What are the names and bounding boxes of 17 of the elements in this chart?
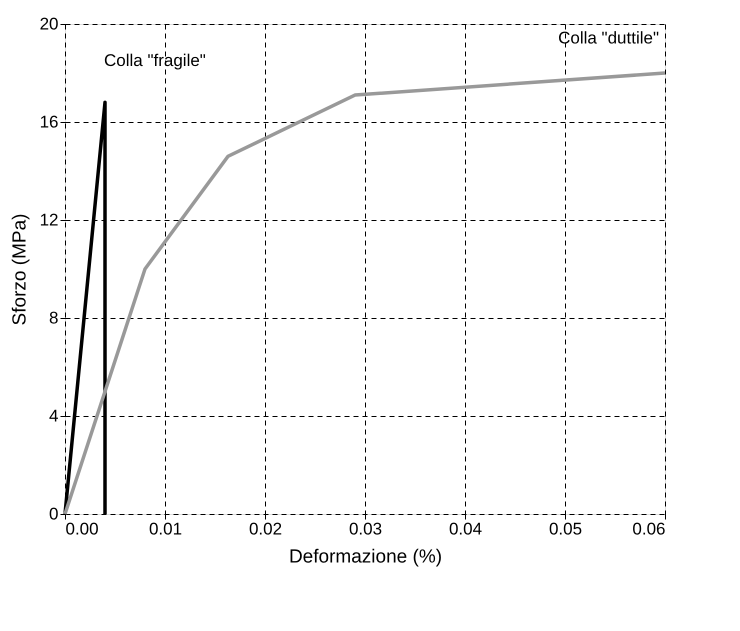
x-tick-label: 0.06 (632, 520, 666, 538)
y-tick-label: 12 (40, 210, 58, 230)
y-axis-title: Sforzo (MPa) (10, 214, 31, 326)
x-tick-label: 0.00 (66, 520, 99, 538)
y-tick-label: 16 (40, 112, 58, 132)
y-tick-label: 8 (49, 308, 58, 328)
x-axis-title: Deformazione (%) (288, 546, 442, 568)
y-tick-label: 0 (49, 504, 58, 524)
x-tick-label: 0.03 (348, 520, 382, 538)
x-tick-label: 0.02 (248, 520, 282, 538)
y-tick-label: 4 (49, 406, 58, 426)
y-tick-label: 20 (40, 14, 58, 34)
x-tick-label: 0.05 (548, 520, 582, 538)
annotation: Colla "fragile" (104, 50, 206, 70)
annotation: Colla "duttile" (558, 28, 659, 48)
x-tick-label: 0.04 (448, 520, 482, 538)
x-tick-label: 0.01 (148, 520, 182, 538)
